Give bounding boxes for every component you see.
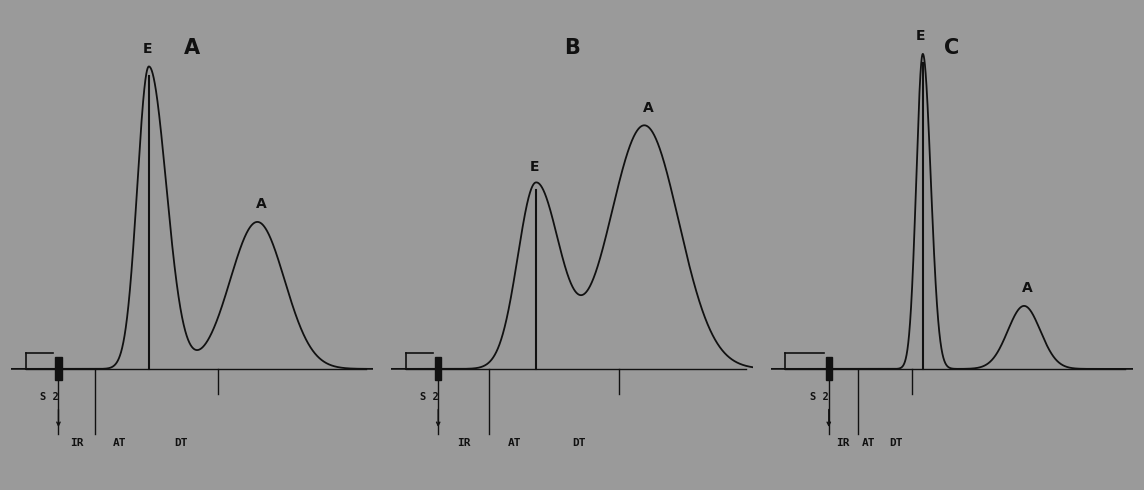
Text: E: E [530, 160, 539, 173]
Text: B: B [564, 38, 580, 58]
Text: S 2: S 2 [40, 392, 58, 402]
Bar [826, 357, 832, 380]
Text: AT: AT [861, 438, 875, 448]
Text: A: A [1023, 281, 1033, 295]
Text: E: E [142, 42, 152, 56]
Text: A: A [643, 101, 653, 115]
Text: S 2: S 2 [810, 392, 829, 402]
Text: A: A [184, 38, 200, 58]
Text: AT: AT [113, 438, 127, 448]
Text: S 2: S 2 [420, 392, 438, 402]
Text: E: E [916, 29, 925, 44]
Text: IR: IR [836, 438, 850, 448]
Bar [435, 357, 442, 380]
Text: C: C [944, 38, 960, 58]
Text: IR: IR [70, 438, 84, 448]
Text: DT: DT [889, 438, 903, 448]
Bar [55, 357, 62, 380]
Text: IR: IR [456, 438, 470, 448]
Text: AT: AT [508, 438, 521, 448]
Text: DT: DT [175, 438, 188, 448]
Text: DT: DT [572, 438, 586, 448]
Text: A: A [255, 197, 267, 211]
